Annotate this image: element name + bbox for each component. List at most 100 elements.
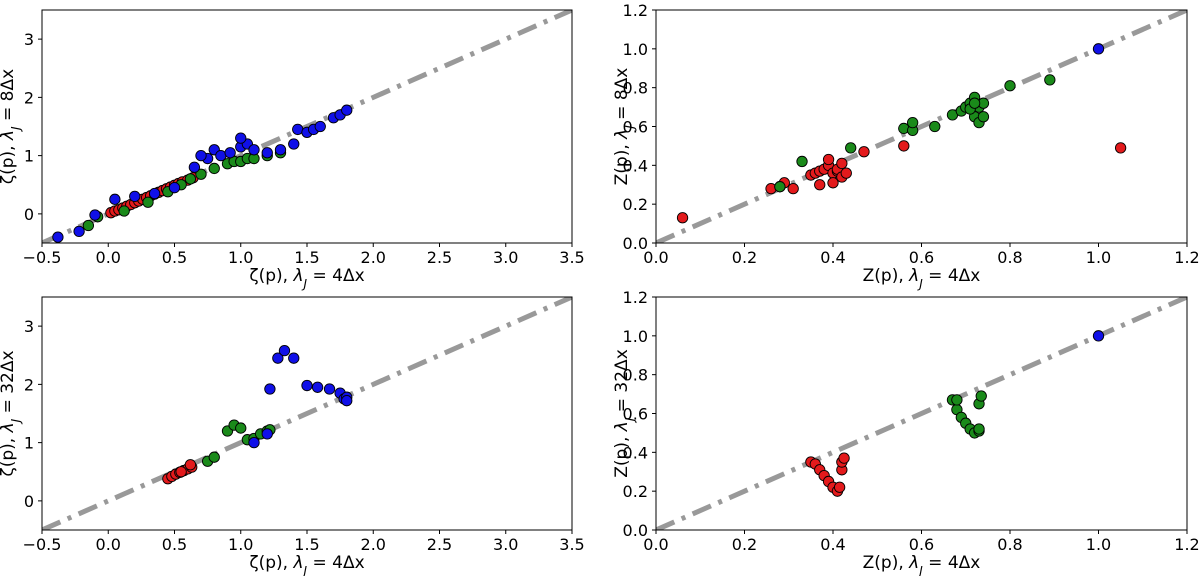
panel-4: 0.0 0.2 0.4 0.6 0.8 1.0 1.2 0.0 0.2 0.4 0.6 0.8 1.0 1… <box>612 288 1200 576</box>
y-tick-label: 0.2 <box>623 482 648 501</box>
point-blue <box>288 352 300 364</box>
x-axis-label: Z(p), λJ = 4Δx <box>863 266 981 291</box>
point-green <box>929 120 941 133</box>
x-tick-label: 0.2 <box>732 535 757 554</box>
panel-1: −0.5 0.0 0.5 1.0 1.5 2.0 2.5 3.0 3.5 0 1 2 3 ζ(p), λJ… <box>0 9 585 291</box>
point-red <box>836 157 848 170</box>
identity-line <box>42 10 572 243</box>
point-blue <box>1092 43 1105 55</box>
x-tick-label: 1.0 <box>228 248 253 267</box>
y-tick-label: 0 <box>24 205 34 224</box>
points <box>805 330 1105 497</box>
point-green <box>1004 80 1016 92</box>
points <box>52 104 353 243</box>
point-red <box>838 452 850 464</box>
identity-line <box>42 297 572 530</box>
identity-line <box>656 297 1187 530</box>
x-tick-label: 0.0 <box>643 535 668 554</box>
points <box>162 344 353 485</box>
y-axis-label: ζ(p), λJ = 8Δx <box>0 69 23 184</box>
x-tick-label: 0.8 <box>997 248 1022 267</box>
point-blue <box>314 120 326 133</box>
point-blue <box>168 182 181 194</box>
y-tick-label: 0.8 <box>623 79 648 98</box>
y-tick-label: 2 <box>24 375 34 394</box>
point-blue <box>278 344 291 357</box>
identity-line <box>656 10 1187 243</box>
x-tick-label: 1.0 <box>228 535 253 554</box>
point-red <box>822 153 835 166</box>
y-tick-label: 0.0 <box>623 234 648 253</box>
point-green <box>118 205 130 217</box>
x-tick-label: 3.5 <box>559 248 584 267</box>
x-tick-label: 0.4 <box>820 248 845 267</box>
point-red <box>787 182 799 195</box>
point-green <box>973 423 985 435</box>
x-tick-label: 2.0 <box>361 535 386 554</box>
y-tick-label: 0.6 <box>623 118 648 137</box>
point-blue <box>148 187 161 200</box>
point-blue <box>73 225 85 238</box>
y-tick-label: 2 <box>24 88 34 107</box>
x-tick-label: 3.0 <box>493 535 518 554</box>
y-tick-label: 0.2 <box>623 195 648 214</box>
point-green <box>1044 74 1056 86</box>
point-blue <box>272 352 284 364</box>
point-red <box>833 481 846 493</box>
y-axis-label: Z(p), λJ = 32Δx <box>612 349 637 478</box>
y-tick-label: 1.0 <box>623 40 648 59</box>
point-blue <box>224 147 236 159</box>
point-blue <box>248 144 260 156</box>
y-tick-label: 1.2 <box>623 288 648 307</box>
point-red <box>676 212 689 224</box>
y-tick-label: 1 <box>24 434 34 453</box>
point-red <box>175 466 187 478</box>
point-red <box>814 179 826 191</box>
x-tick-label: 1.0 <box>1086 535 1111 554</box>
point-green <box>975 390 987 402</box>
x-tick-label: 1.5 <box>294 248 319 267</box>
point-blue <box>292 123 304 136</box>
point-red <box>898 140 910 152</box>
point-green <box>951 394 963 406</box>
point-blue <box>215 149 227 162</box>
x-tick-label: 1.2 <box>1174 248 1199 267</box>
x-tick-label: 1.2 <box>1174 535 1199 554</box>
point-green <box>907 116 919 129</box>
point-blue <box>311 381 324 393</box>
x-tick-label: 3.0 <box>493 248 518 267</box>
point-blue <box>264 383 276 395</box>
y-tick-label: 1.2 <box>623 1 648 20</box>
point-red <box>1114 142 1127 154</box>
point-blue <box>52 231 64 243</box>
x-tick-label: 0.8 <box>997 535 1022 554</box>
x-tick-label: 0.5 <box>162 535 187 554</box>
point-green <box>968 97 981 109</box>
point-red <box>827 177 839 189</box>
x-tick-label: 2.0 <box>361 248 386 267</box>
x-tick-label: 0.0 <box>96 535 121 554</box>
point-green <box>184 173 197 185</box>
point-blue <box>248 436 260 449</box>
x-tick-label: 0.0 <box>96 248 121 267</box>
x-tick-label: 2.5 <box>427 248 452 267</box>
panel-2: 0.0 0.2 0.4 0.6 0.8 1.0 1.2 0.0 0.2 0.4 0.6 0.8 1.0 1… <box>612 1 1200 291</box>
point-blue <box>1092 330 1105 342</box>
point-green <box>82 219 95 232</box>
y-tick-label: 1 <box>24 147 34 166</box>
y-tick-label: 0.8 <box>623 366 648 385</box>
point-blue <box>288 138 300 150</box>
point-blue <box>341 395 353 407</box>
point-blue <box>261 428 273 440</box>
x-axis-label: ζ(p), λJ = 4Δx <box>249 553 364 576</box>
x-tick-label: 0.2 <box>732 248 757 267</box>
x-tick-label: 1.5 <box>294 535 319 554</box>
point-blue <box>188 161 201 173</box>
y-tick-label: 0 <box>24 492 34 511</box>
x-tick-label: 0.4 <box>820 535 845 554</box>
point-blue <box>301 379 313 392</box>
x-tick-label: −0.5 <box>23 248 62 267</box>
y-axis-label: ζ(p), λJ = 32Δx <box>0 350 23 476</box>
